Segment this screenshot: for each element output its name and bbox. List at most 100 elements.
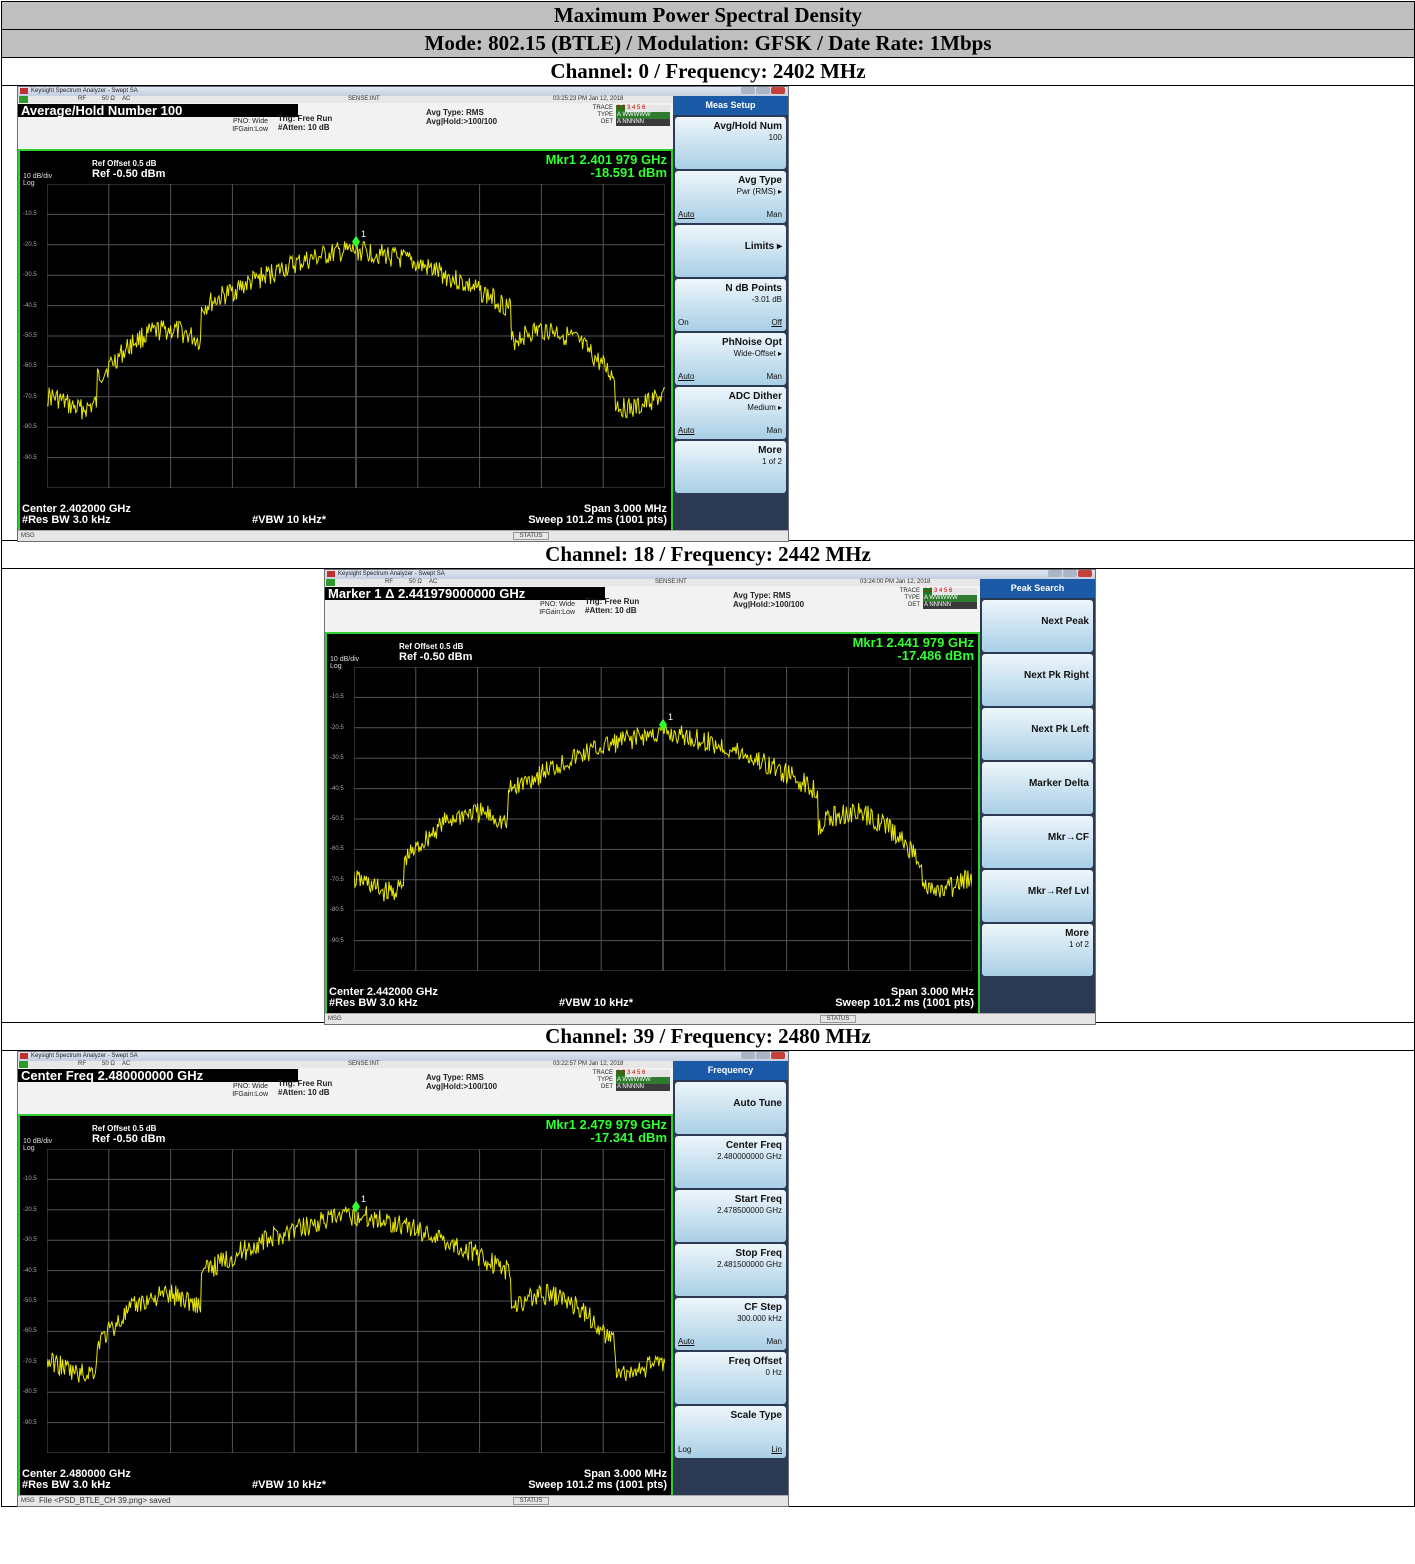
- softkey-option-left: Auto: [678, 210, 695, 219]
- avg-hold-label: Avg|Hold:>100/100: [733, 600, 805, 609]
- softkey-list: Avg/Hold Num 100 Avg Type Pwr (RMS) ▸ Auto Ma…: [673, 117, 788, 493]
- softkey-limits[interactable]: Limits ▸: [675, 225, 786, 277]
- sense-label: SENSE:INT: [655, 579, 687, 585]
- softkey-start-freq[interactable]: Start Freq 2.478500000 GHz: [675, 1190, 786, 1242]
- y-tick-label: -60.5: [330, 846, 344, 853]
- spectrum-plot[interactable]: Mkr1 2.441 979 GHz -17.486 dBm Ref Offse…: [325, 632, 980, 1015]
- marker-diamond-icon[interactable]: [352, 1200, 360, 1213]
- y-tick-label: -20.5: [23, 241, 37, 248]
- minimize-icon[interactable]: [1048, 570, 1062, 577]
- maximize-icon[interactable]: [1063, 570, 1077, 577]
- softkey-option-left: Auto: [678, 372, 695, 381]
- trace-status-box: 1 2 3 4 5 6 A WWWWW A NNNNN: [616, 1070, 670, 1091]
- spectrum-plot[interactable]: Mkr1 2.401 979 GHz -18.591 dBm Ref Offse…: [18, 149, 673, 532]
- softkey-more[interactable]: More 1 of 2: [675, 441, 786, 493]
- softkey-value: 1 of 2: [1068, 940, 1089, 949]
- softkey-adc-dither[interactable]: ADC Dither Medium ▸ Auto Man: [675, 387, 786, 439]
- spectrum-plot[interactable]: Mkr1 2.479 979 GHz -17.341 dBm Ref Offse…: [18, 1114, 673, 1497]
- atten-label: #Atten: 10 dB: [278, 123, 330, 132]
- marker-diamond-icon[interactable]: [659, 718, 667, 731]
- marker-amplitude: -18.591 dBm: [590, 165, 667, 180]
- spectrum-trace: [47, 241, 665, 420]
- y-tick-label: -10.5: [330, 694, 344, 701]
- minimize-icon[interactable]: [741, 1052, 755, 1059]
- trace-labels: TRACE TYPE DET: [573, 105, 613, 126]
- maximize-icon[interactable]: [756, 87, 770, 94]
- softkey-phnoise-opt[interactable]: PhNoise Opt Wide-Offset ▸ Auto Man: [675, 333, 786, 385]
- menu-title: Meas Setup: [673, 96, 788, 115]
- trigger-setting: Trig: Free Run #Atten: 10 dB: [278, 1079, 332, 1097]
- trace-types: A WWWWW: [616, 112, 670, 119]
- marker-amplitude: -17.341 dBm: [590, 1130, 667, 1145]
- softkey-auto-tune[interactable]: Auto Tune: [675, 1082, 786, 1134]
- close-icon[interactable]: [1078, 570, 1092, 577]
- softkey-freq-offset[interactable]: Freq Offset 0 Hz: [675, 1352, 786, 1404]
- softkey-option-left: On: [678, 318, 689, 327]
- app-icon: [20, 1053, 28, 1059]
- trace-detectors: A NNNNN: [616, 119, 670, 126]
- softkey-value: -3.01 dB: [751, 295, 782, 304]
- atten-label: #Atten: 10 dB: [585, 606, 637, 615]
- softkey-stop-freq[interactable]: Stop Freq 2.481500000 GHz: [675, 1244, 786, 1296]
- vbw: #VBW 10 kHz*: [559, 997, 633, 1009]
- softkey-avg-hold-num[interactable]: Avg/Hold Num 100: [675, 117, 786, 169]
- res-bw: #Res BW 3.0 kHz: [329, 997, 418, 1009]
- marker-readout: Mkr1 2.401 979 GHz -18.591 dBm: [546, 153, 667, 179]
- plot-footer: Center 2.480000 GHz #Res BW 3.0 kHz #VBW…: [22, 1469, 669, 1493]
- softkey-label: More: [758, 445, 782, 456]
- active-function-banner: Marker 1 Δ 2.441979000000 GHz: [325, 587, 605, 600]
- softkey-next-peak[interactable]: Next Peak: [982, 600, 1093, 652]
- softkey-mkr-cf[interactable]: Mkr→CF: [982, 816, 1093, 868]
- active-function-banner: Average/Hold Number 100: [18, 104, 298, 117]
- y-tick-label: -90.5: [330, 937, 344, 944]
- det-label: DET: [601, 119, 613, 125]
- y-tick-label: -40.5: [23, 302, 37, 309]
- softkey-scale-type[interactable]: Scale Type Log Lin: [675, 1406, 786, 1458]
- avg-setting: Avg Type: RMS Avg|Hold:>100/100: [426, 108, 497, 126]
- softkey-next-pk-left[interactable]: Next Pk Left: [982, 708, 1093, 760]
- minimize-icon[interactable]: [741, 87, 755, 94]
- softkey-cf-step[interactable]: CF Step 300.000 kHz Auto Man: [675, 1298, 786, 1350]
- coupling-label: AC: [122, 96, 131, 102]
- type-label: TYPE: [597, 1077, 613, 1083]
- y-tick-label: -70.5: [23, 393, 37, 400]
- timestamp: 03:24:00 PM Jan 12, 2018: [860, 579, 931, 585]
- close-icon[interactable]: [771, 1052, 785, 1059]
- y-tick-label: -60.5: [23, 363, 37, 370]
- spectrum-graticule: 1: [354, 667, 972, 971]
- db-per-div: 10 dB/div: [23, 173, 53, 180]
- softkey-list: Next Peak Next Pk Right Next Pk Left Marker…: [980, 600, 1095, 976]
- plot-footer: Center 2.402000 GHz #Res BW 3.0 kHz #VBW…: [22, 504, 669, 528]
- log-label: Log: [23, 180, 35, 187]
- close-icon[interactable]: [771, 87, 785, 94]
- msg-label: MSG: [21, 533, 35, 539]
- softkey-mkr-ref-lvl[interactable]: Mkr→Ref Lvl: [982, 870, 1093, 922]
- avg-type-label: Avg Type: RMS: [426, 1073, 484, 1082]
- marker-diamond-icon[interactable]: [352, 235, 360, 248]
- softkey-next-pk-right[interactable]: Next Pk Right: [982, 654, 1093, 706]
- det-label: DET: [908, 602, 920, 608]
- y-tick-label: -40.5: [23, 1267, 37, 1274]
- y-tick-label: -70.5: [23, 1358, 37, 1365]
- softkey-more[interactable]: More 1 of 2: [982, 924, 1093, 976]
- center-frequency: Center 2.480000 GHz: [22, 1468, 131, 1480]
- y-tick-label: -30.5: [23, 272, 37, 279]
- sense-label: SENSE:INT: [348, 96, 380, 102]
- plot-footer: Center 2.442000 GHz #Res BW 3.0 kHz #VBW…: [329, 987, 976, 1011]
- ref-offset: Ref Offset 0.5 dB: [399, 642, 464, 651]
- softkey-avg-type[interactable]: Avg Type Pwr (RMS) ▸ Auto Man: [675, 171, 786, 223]
- softkey-label: Center Freq: [725, 1140, 782, 1151]
- y-tick-label: -20.5: [23, 1206, 37, 1213]
- softkey-label: Mkr→CF: [1047, 832, 1089, 843]
- softkey-marker-delta[interactable]: Marker Delta: [982, 762, 1093, 814]
- window-controls: [1047, 570, 1093, 578]
- softkey-center-freq[interactable]: Center Freq 2.480000000 GHz: [675, 1136, 786, 1188]
- res-bw: #Res BW 3.0 kHz: [22, 1479, 111, 1491]
- softkey-option-right: Man: [766, 210, 782, 219]
- marker-amplitude: -17.486 dBm: [897, 648, 974, 663]
- trace-types: A WWWWW: [923, 595, 977, 602]
- softkey-n-db-points[interactable]: N dB Points -3.01 dB On Off: [675, 279, 786, 331]
- window-titlebar: Keysight Spectrum Analyzer - Swept SA: [325, 570, 1095, 579]
- maximize-icon[interactable]: [756, 1052, 770, 1059]
- y-tick-label: -60.5: [23, 1328, 37, 1335]
